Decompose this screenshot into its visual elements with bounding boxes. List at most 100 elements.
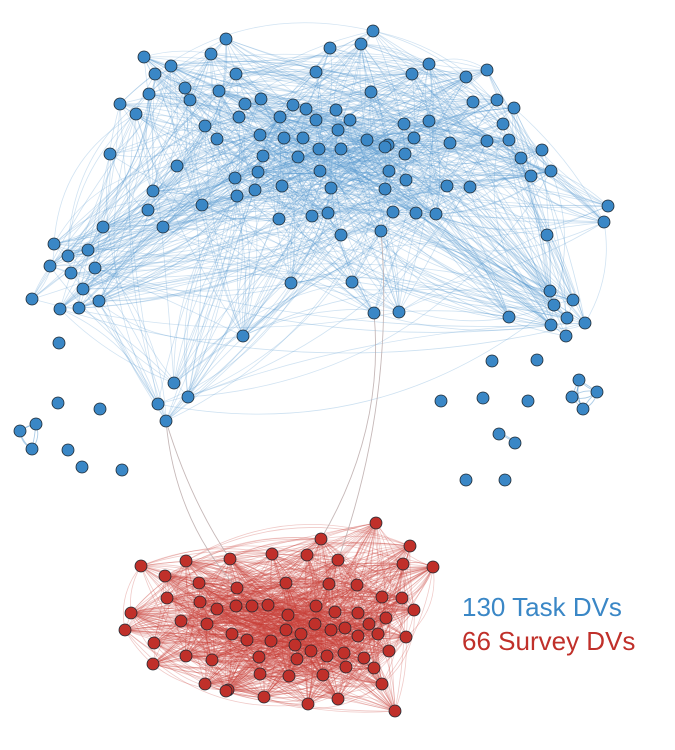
task-dv-node bbox=[238, 97, 252, 111]
graph-edge bbox=[225, 614, 289, 692]
graph-edge bbox=[227, 604, 269, 691]
graph-edge bbox=[124, 615, 272, 642]
graph-edge bbox=[59, 116, 281, 310]
graph-edge bbox=[285, 582, 300, 660]
graph-edge bbox=[152, 636, 407, 669]
graph-edge bbox=[244, 103, 342, 236]
graph-edge bbox=[185, 614, 289, 657]
graph-edge bbox=[258, 642, 365, 659]
graph-edge bbox=[373, 212, 417, 314]
task-dv-node bbox=[565, 390, 579, 404]
graph-edge bbox=[235, 605, 375, 669]
task-dv-node bbox=[434, 394, 448, 408]
graph-edge bbox=[119, 103, 342, 159]
graph-edge bbox=[257, 30, 374, 173]
graph-edge bbox=[218, 90, 332, 189]
graph-edge bbox=[377, 633, 396, 712]
graph-edge bbox=[300, 597, 403, 635]
graph-edge bbox=[166, 597, 317, 625]
graph-edge bbox=[328, 583, 379, 635]
graph-edge bbox=[206, 563, 404, 625]
graph-edge bbox=[187, 234, 342, 398]
graph-edge bbox=[259, 134, 386, 160]
graph-edge bbox=[287, 614, 359, 637]
graph-edge bbox=[285, 582, 365, 659]
graph-edge bbox=[49, 221, 605, 267]
graph-edge bbox=[198, 582, 415, 611]
graph-edge bbox=[235, 605, 302, 635]
task-dv-node bbox=[422, 57, 436, 71]
graph-edge bbox=[201, 146, 386, 206]
graph-edge bbox=[271, 553, 332, 631]
graph-edge bbox=[258, 643, 390, 658]
graph-edge bbox=[189, 93, 281, 118]
survey-dv-node bbox=[407, 603, 421, 617]
graph-edge bbox=[218, 90, 238, 197]
graph-edge bbox=[211, 596, 383, 661]
graph-edge bbox=[318, 148, 568, 319]
graph-edge bbox=[327, 212, 605, 223]
graph-edge bbox=[337, 617, 387, 700]
graph-edge bbox=[315, 605, 390, 652]
task-dv-node bbox=[251, 165, 265, 179]
graph-edge bbox=[235, 595, 336, 613]
graph-edge bbox=[98, 209, 149, 302]
graph-edge bbox=[180, 620, 248, 641]
graph-edge bbox=[218, 90, 552, 181]
graph-edge bbox=[166, 597, 339, 700]
graph-edge bbox=[327, 212, 375, 314]
graph-edge bbox=[189, 38, 227, 101]
graph-edge bbox=[173, 185, 448, 384]
graph-edge bbox=[270, 611, 359, 642]
graph-edge bbox=[216, 608, 347, 668]
graph-edge bbox=[259, 673, 396, 712]
graph-edge bbox=[78, 103, 121, 309]
graph-edge bbox=[315, 119, 386, 190]
survey-dv-node bbox=[316, 668, 330, 682]
task-dv-node bbox=[345, 275, 359, 289]
graph-edge bbox=[180, 609, 415, 622]
graph-edge bbox=[428, 63, 555, 306]
graph-edge bbox=[82, 73, 237, 290]
graph-edge bbox=[152, 119, 351, 192]
graph-edge bbox=[49, 209, 149, 267]
graph-edge bbox=[283, 137, 329, 214]
graph-edge bbox=[300, 633, 365, 659]
graph-edge bbox=[148, 93, 567, 337]
graph-edge bbox=[102, 170, 390, 228]
graph-edge bbox=[173, 148, 320, 384]
graph-edge bbox=[327, 210, 586, 324]
graph-edge bbox=[82, 188, 386, 290]
graph-edge bbox=[398, 288, 555, 313]
graph-edge bbox=[67, 104, 294, 257]
graph-edge bbox=[330, 629, 407, 638]
graph-edge bbox=[328, 583, 415, 611]
graph-edge bbox=[102, 134, 261, 228]
graph-edge bbox=[143, 56, 415, 139]
survey-dv-node bbox=[264, 634, 278, 648]
graph-edge bbox=[469, 170, 552, 188]
graph-edge bbox=[403, 123, 438, 215]
graph-edge bbox=[513, 107, 551, 292]
survey-dv-node bbox=[124, 606, 138, 620]
graph-edge bbox=[403, 123, 532, 177]
survey-dv-node bbox=[379, 611, 393, 625]
graph-edge bbox=[242, 148, 320, 337]
graph-edge bbox=[320, 536, 411, 547]
graph-edge bbox=[290, 212, 329, 284]
graph-edge bbox=[206, 623, 359, 648]
task-dv-node bbox=[25, 442, 39, 456]
graph-edge bbox=[242, 63, 430, 337]
graph-edge bbox=[166, 522, 377, 599]
graph-edge bbox=[94, 148, 342, 269]
task-dv-node bbox=[178, 81, 192, 95]
graph-edge bbox=[472, 101, 586, 324]
graph-edge bbox=[164, 575, 287, 596]
task-dv-node bbox=[29, 417, 43, 431]
graph-edge bbox=[278, 99, 498, 220]
graph-edge bbox=[290, 119, 317, 284]
graph-edge bbox=[204, 597, 403, 685]
graph-edge bbox=[285, 582, 383, 685]
graph-edge bbox=[236, 185, 448, 207]
graph-edge bbox=[267, 538, 322, 606]
